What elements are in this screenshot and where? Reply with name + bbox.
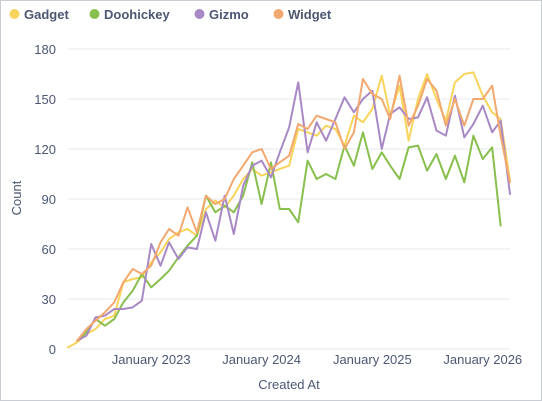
legend: Gadget Doohickey Gizmo Widget bbox=[9, 7, 332, 22]
y-axis-ticks: 0 30 60 90 120 150 180 bbox=[34, 42, 56, 357]
x-tick-label: January 2024 bbox=[222, 352, 301, 367]
x-tick-label: January 2023 bbox=[112, 352, 191, 367]
x-axis-ticks: January 2023 January 2024 January 2025 Janu… bbox=[112, 352, 522, 367]
series-lines bbox=[67, 71, 511, 349]
legend-item-gizmo[interactable]: Gizmo bbox=[194, 7, 249, 22]
series-line-widget[interactable] bbox=[76, 74, 511, 342]
y-tick-label: 90 bbox=[42, 192, 56, 207]
legend-dot bbox=[273, 9, 284, 19]
y-tick-label: 30 bbox=[42, 292, 56, 307]
y-tick-label: 150 bbox=[34, 92, 56, 107]
legend-dot bbox=[9, 9, 20, 19]
grid-lines bbox=[68, 48, 510, 350]
y-tick-label: 180 bbox=[34, 42, 56, 57]
legend-dot bbox=[89, 9, 100, 19]
x-axis-title: Created At bbox=[258, 377, 320, 392]
legend-item-gadget[interactable]: Gadget bbox=[9, 7, 70, 22]
legend-label: Gizmo bbox=[209, 7, 249, 22]
legend-label: Doohickey bbox=[104, 7, 171, 22]
series-line-doohickey[interactable] bbox=[76, 131, 502, 342]
legend-dot bbox=[194, 9, 205, 19]
legend-label: Gadget bbox=[24, 7, 69, 22]
x-tick-label: January 2026 bbox=[443, 352, 522, 367]
legend-item-widget[interactable]: Widget bbox=[273, 7, 332, 22]
y-tick-label: 60 bbox=[42, 242, 56, 257]
legend-label: Widget bbox=[288, 7, 332, 22]
legend-item-doohickey[interactable]: Doohickey bbox=[89, 7, 171, 22]
y-axis-title: Count bbox=[9, 180, 24, 215]
x-tick-label: January 2025 bbox=[333, 352, 412, 367]
y-tick-label: 120 bbox=[34, 142, 56, 157]
series-line-gizmo[interactable] bbox=[76, 81, 511, 342]
y-tick-label: 0 bbox=[49, 342, 56, 357]
series-line-gadget[interactable] bbox=[67, 71, 511, 349]
